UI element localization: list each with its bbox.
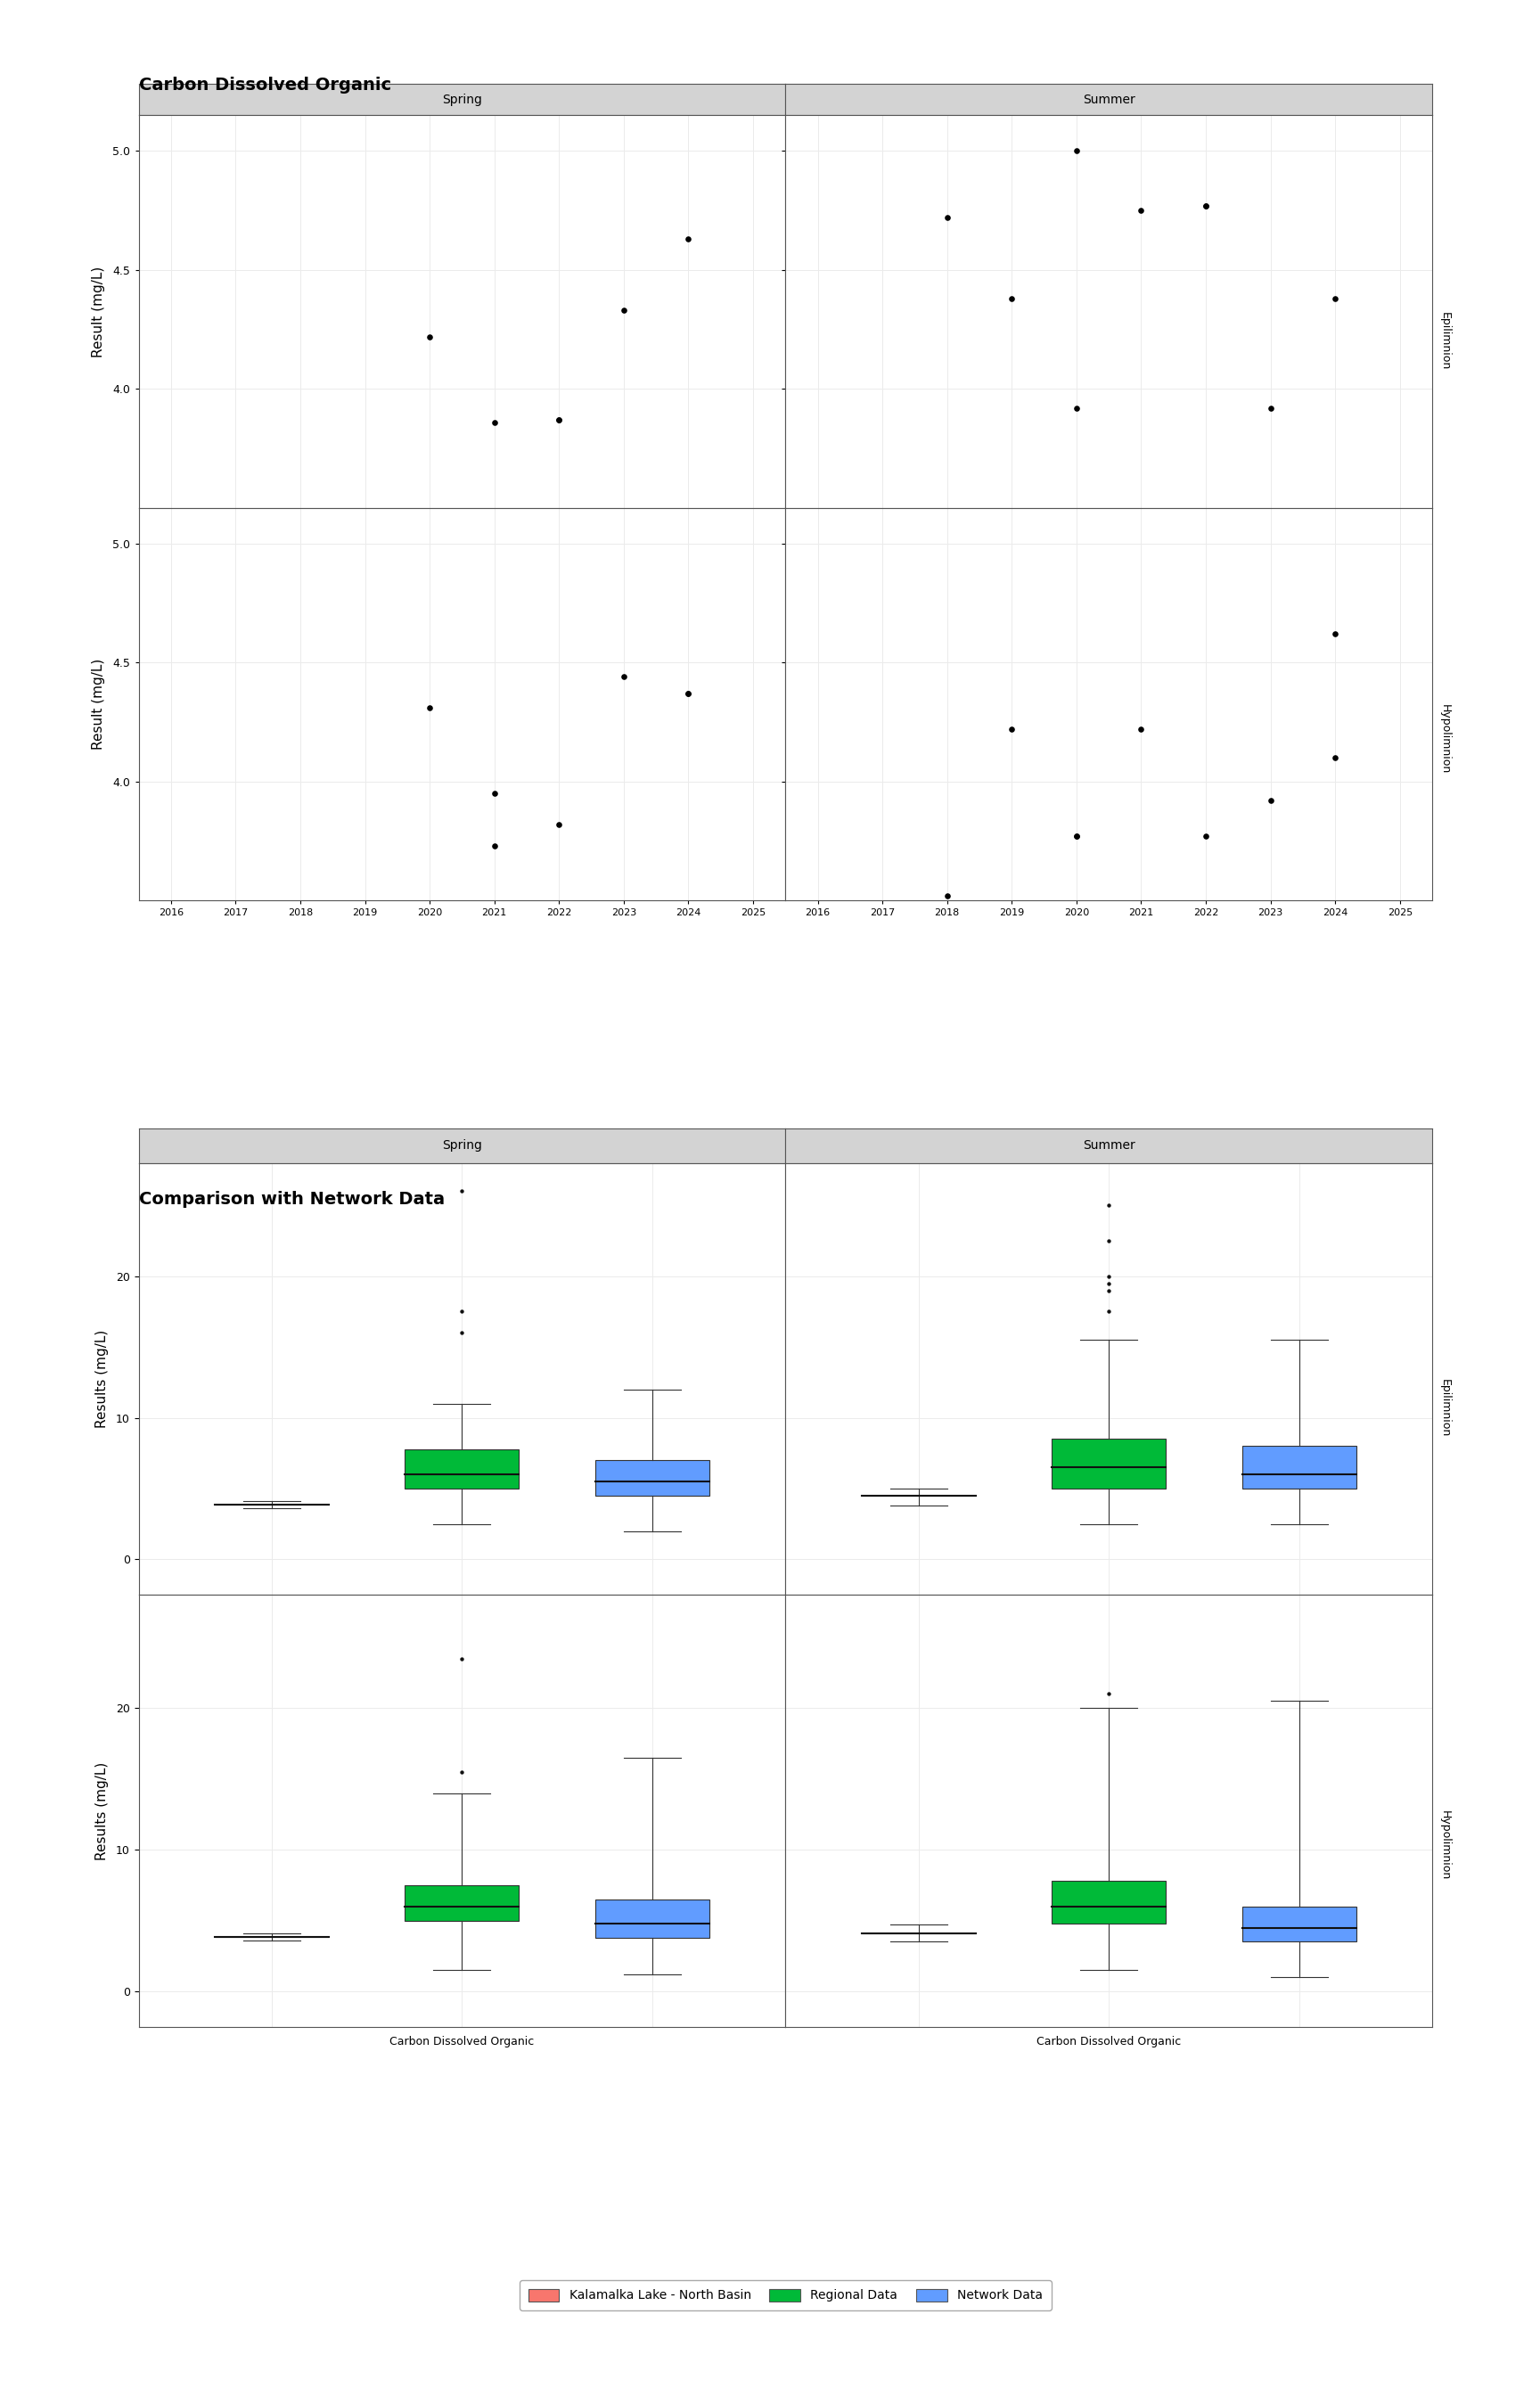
Bar	[1241, 1907, 1357, 1941]
Point	[1323, 616, 1348, 654]
Text: Spring: Spring	[442, 1140, 482, 1152]
Bar	[1052, 1881, 1166, 1924]
Point	[611, 659, 636, 697]
Point	[417, 316, 442, 355]
Point	[417, 688, 442, 726]
Bar	[594, 1900, 710, 1938]
Point	[1258, 388, 1283, 426]
Point	[482, 827, 507, 865]
Text: Carbon Dissolved Organic: Carbon Dissolved Organic	[139, 77, 391, 93]
Bar	[405, 1450, 519, 1488]
Text: Spring: Spring	[442, 93, 482, 105]
Point	[611, 292, 636, 331]
Point	[1064, 817, 1089, 855]
Point	[935, 877, 959, 915]
Y-axis label: Result (mg/L): Result (mg/L)	[92, 659, 105, 750]
X-axis label: Carbon Dissolved Organic: Carbon Dissolved Organic	[390, 1603, 534, 1615]
Point	[1064, 132, 1089, 170]
Y-axis label: Result (mg/L): Result (mg/L)	[92, 266, 105, 357]
Point	[547, 400, 571, 438]
Point	[1096, 1272, 1121, 1311]
Point	[1064, 388, 1089, 426]
Point	[1096, 1186, 1121, 1224]
Point	[1096, 1222, 1121, 1260]
Point	[1096, 1258, 1121, 1296]
Y-axis label: Results (mg/L): Results (mg/L)	[95, 1330, 108, 1428]
Point	[1194, 187, 1218, 225]
Point	[676, 220, 701, 259]
Point	[450, 1291, 474, 1330]
Point	[1323, 738, 1348, 776]
Point	[450, 1754, 474, 1792]
Bar	[405, 1886, 519, 1922]
Bar	[594, 1459, 710, 1495]
Text: Summer: Summer	[1083, 93, 1135, 105]
X-axis label: Carbon Dissolved Organic: Carbon Dissolved Organic	[1036, 1603, 1181, 1615]
Point	[1129, 709, 1153, 748]
Text: Comparison with Network Data: Comparison with Network Data	[139, 1191, 445, 1208]
Point	[999, 709, 1024, 748]
Text: Summer: Summer	[1083, 1140, 1135, 1152]
Point	[547, 805, 571, 843]
Bar	[1241, 1447, 1357, 1488]
Point	[1096, 1291, 1121, 1330]
Point	[482, 403, 507, 441]
Point	[676, 673, 701, 712]
Point	[1194, 187, 1218, 225]
Point	[450, 1639, 474, 1677]
Legend: Kalamalka Lake - North Basin, Regional Data, Network Data: Kalamalka Lake - North Basin, Regional D…	[519, 2281, 1052, 2310]
Point	[935, 199, 959, 237]
Y-axis label: Results (mg/L): Results (mg/L)	[95, 1761, 108, 1859]
Point	[1258, 781, 1283, 819]
Point	[547, 400, 571, 438]
Point	[676, 673, 701, 712]
X-axis label: Carbon Dissolved Organic: Carbon Dissolved Organic	[390, 2037, 534, 2049]
Point	[999, 280, 1024, 319]
Bar	[1052, 1440, 1166, 1488]
Text: Hypolimnion: Hypolimnion	[1440, 704, 1451, 774]
Text: Epilimnion: Epilimnion	[1440, 311, 1451, 369]
Point	[482, 616, 507, 654]
Point	[1064, 817, 1089, 855]
Point	[1194, 817, 1218, 855]
Point	[450, 1172, 474, 1210]
X-axis label: Carbon Dissolved Organic: Carbon Dissolved Organic	[1036, 2037, 1181, 2049]
Text: Epilimnion: Epilimnion	[1440, 1378, 1451, 1438]
Point	[482, 774, 507, 812]
Point	[1096, 1675, 1121, 1713]
Point	[1129, 192, 1153, 230]
Point	[1323, 280, 1348, 319]
Text: Hypolimnion: Hypolimnion	[1440, 1811, 1451, 1881]
Point	[1096, 1265, 1121, 1303]
Point	[450, 1313, 474, 1351]
